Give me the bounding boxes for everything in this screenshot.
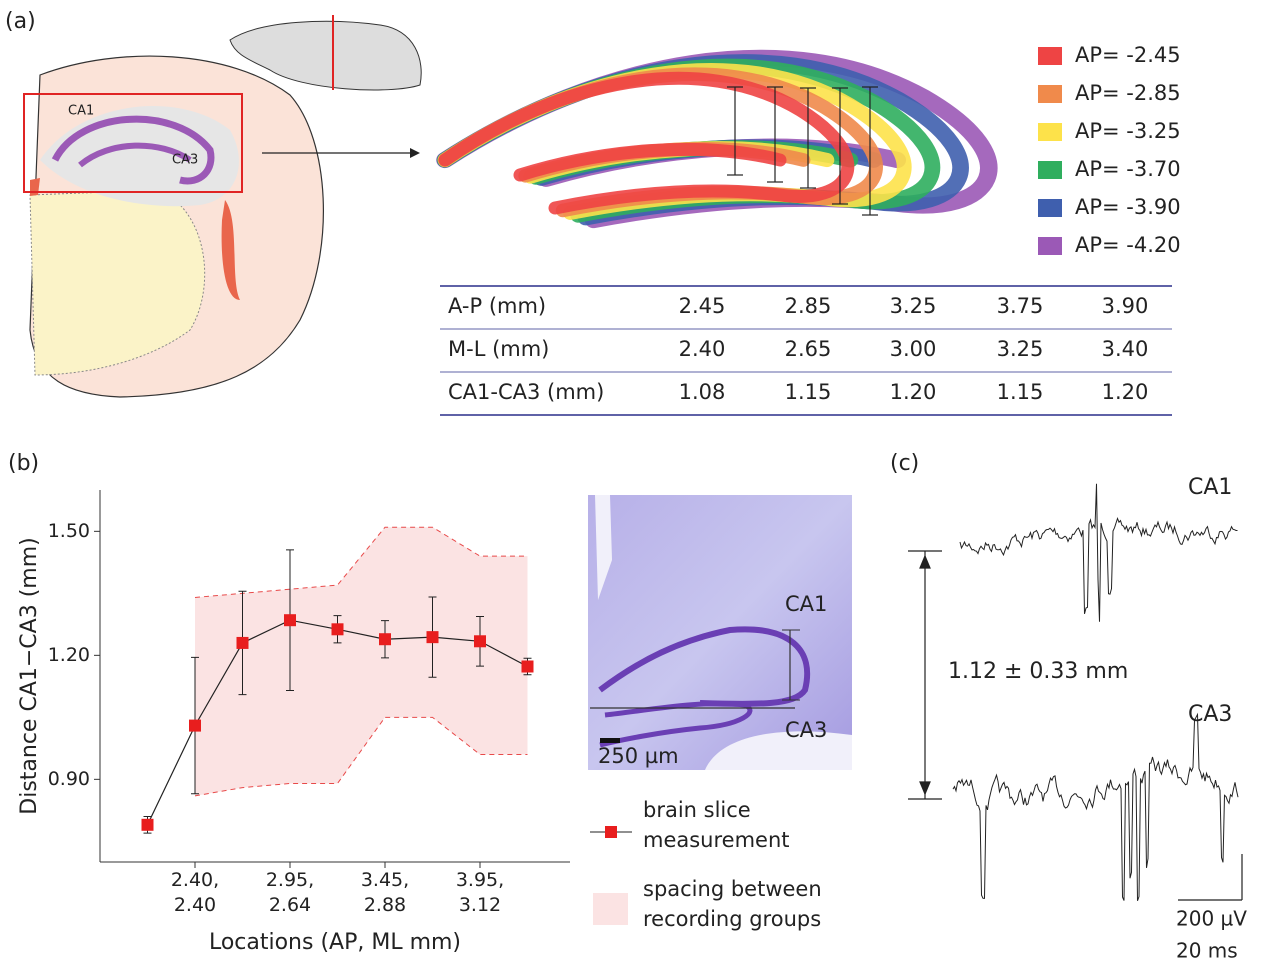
scale-bars	[1178, 854, 1242, 900]
panel-label: (a)	[5, 9, 36, 34]
legend-swatch	[1038, 237, 1062, 255]
table-cell: 2.65	[785, 337, 832, 361]
distance-label: 1.12 ± 0.33 mm	[948, 659, 1128, 684]
data-point	[237, 637, 249, 649]
legend-label: AP= -3.70	[1075, 157, 1181, 181]
x-tick-label: 3.45, 2.88	[345, 868, 425, 917]
table-cell: 3.25	[890, 294, 937, 318]
legend-label: AP= -4.20	[1075, 233, 1181, 257]
legend-label: AP= -2.85	[1075, 81, 1181, 105]
data-point	[474, 635, 486, 647]
brain-atlas	[24, 15, 421, 397]
data-point	[379, 633, 391, 645]
legend: AP= -2.45 AP= -2.85 AP= -3.25 AP= -3.70 AP= …	[1038, 43, 1181, 257]
figure-canvas: (a) CA1 CA3 AP= -2.45AP= -2.85AP= -3.25A…	[0, 0, 1272, 963]
region-label: CA3	[172, 153, 198, 168]
trace-label: CA1	[1188, 475, 1232, 500]
trace	[960, 484, 1238, 622]
table-cell: 3.25	[997, 337, 1044, 361]
legend-swatch	[593, 893, 628, 925]
image-label: CA3	[785, 718, 827, 742]
table-cell: M-L (mm)	[448, 337, 549, 361]
table-cell: 2.45	[679, 294, 726, 318]
arrow-head	[920, 782, 930, 794]
y-tick-label: 1.50	[48, 520, 90, 542]
x-tick-label: 2.40, 2.40	[155, 868, 235, 917]
region-label: CA1	[68, 104, 94, 119]
data-point	[522, 660, 534, 672]
table-cell: 1.15	[785, 380, 832, 404]
image-label: CA1	[785, 592, 827, 616]
scale-bar	[600, 738, 620, 743]
legend-swatch	[1038, 199, 1062, 217]
data-point	[332, 623, 344, 635]
legend-swatch	[1038, 47, 1062, 65]
legend-label: brain slice measurement	[643, 795, 790, 856]
panel-label: (c)	[890, 451, 919, 476]
table-cell: 3.40	[1102, 337, 1149, 361]
table-cell: 2.40	[679, 337, 726, 361]
table-cell: 3.75	[997, 294, 1044, 318]
scale-label: 20 ms	[1176, 939, 1238, 963]
table-cell: 1.20	[890, 380, 937, 404]
hippocampus-overlays	[445, 58, 989, 220]
x-axis-label: Locations (AP, ML mm)	[209, 930, 461, 955]
x-tick-label: 2.95, 2.64	[250, 868, 330, 917]
legend-swatch	[1038, 85, 1062, 103]
table-cell: A-P (mm)	[448, 294, 546, 318]
arrow-head	[410, 148, 420, 158]
table-cell: 1.15	[997, 380, 1044, 404]
table: A-P (mm) 2.45 2.85 3.25 3.75 3.90 M-L (mm) 2.40…	[440, 286, 1172, 415]
panel-label: (b)	[8, 451, 39, 476]
table-cell: 1.08	[679, 380, 726, 404]
data-point	[189, 720, 201, 732]
table-cell: 3.90	[1102, 294, 1149, 318]
band-fill	[195, 527, 528, 796]
table-cell: 2.85	[785, 294, 832, 318]
y-tick-label: 1.20	[48, 644, 90, 666]
legend-swatch	[1038, 161, 1062, 179]
table-cell: 3.00	[890, 337, 937, 361]
y-tick-label: 0.90	[48, 768, 90, 790]
legend-label: AP= -3.25	[1075, 119, 1181, 143]
data-point	[142, 819, 154, 831]
legend-marker	[605, 826, 617, 838]
scale-label: 250 µm	[598, 744, 679, 768]
x-tick-label: 3.95, 3.12	[440, 868, 520, 917]
table-cell: CA1-CA3 (mm)	[448, 380, 604, 404]
figure: (a) CA1 CA3 AP= -2.45AP= -2.85AP= -3.25A…	[0, 0, 1272, 963]
data-point	[427, 631, 439, 643]
data-point	[284, 614, 296, 626]
legend-label: AP= -3.90	[1075, 195, 1181, 219]
distance-marker	[908, 551, 942, 799]
legend-swatch	[1038, 123, 1062, 141]
scale-label: 200 µV	[1176, 907, 1247, 931]
y-axis-label: Distance CA1−CA3 (mm)	[17, 537, 42, 814]
arrow-head	[920, 556, 930, 568]
table-cell: 1.20	[1102, 380, 1149, 404]
trace	[953, 715, 1238, 901]
legend-label: spacing between recording groups	[643, 874, 822, 935]
legend-label: AP= -2.45	[1075, 43, 1181, 67]
